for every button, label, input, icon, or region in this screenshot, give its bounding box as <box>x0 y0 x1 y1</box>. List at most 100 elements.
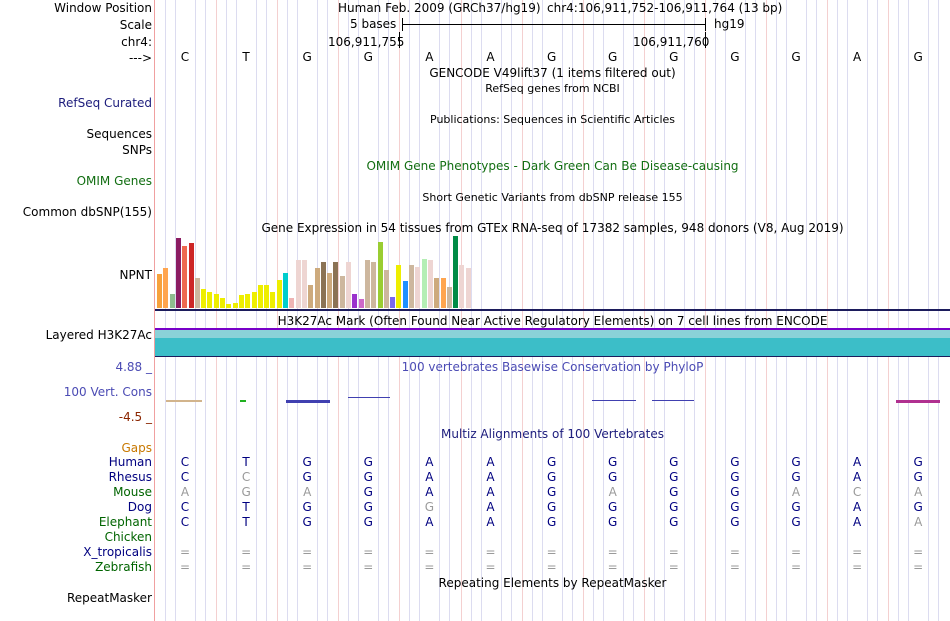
gtex-tissue-bar[interactable] <box>384 269 389 308</box>
gtex-tissue-bar[interactable] <box>182 246 187 308</box>
gtex-tissue-bar[interactable] <box>396 264 401 308</box>
gtex-tissue-bar[interactable] <box>239 295 244 308</box>
gtex-tissue-bar[interactable] <box>352 293 357 308</box>
gtex-expression-chart[interactable] <box>155 236 555 308</box>
gtex-tissue-bar[interactable] <box>252 292 257 308</box>
window-position-label: Window Position <box>54 1 152 15</box>
gtex-tissue-bar[interactable] <box>277 279 282 308</box>
gtex-tissue-bar[interactable] <box>220 297 225 308</box>
species-label-human[interactable]: Human <box>108 455 152 469</box>
h3k27ac-signal-light[interactable] <box>155 330 950 338</box>
gtex-tissue-bar[interactable] <box>365 259 370 308</box>
gtex-tissue-bar[interactable] <box>283 273 288 308</box>
alignment-base: A <box>425 455 434 469</box>
species-label-rhesus[interactable]: Rhesus <box>108 470 152 484</box>
gtex-tissue-bar[interactable] <box>333 261 338 308</box>
gtex-tissue-bar[interactable] <box>157 274 162 308</box>
refseq-track-desc[interactable]: RefSeq genes from NCBI <box>485 82 620 95</box>
gtex-tissue-bar[interactable] <box>422 259 427 308</box>
gtex-tissue-bar[interactable] <box>189 243 194 308</box>
gtex-tissue-bar[interactable] <box>195 277 200 308</box>
gtex-tissue-bar[interactable] <box>371 261 376 308</box>
gaps-label[interactable]: Gaps <box>121 441 152 455</box>
phylop-max-label: 4.88 _ <box>115 360 152 374</box>
alignment-base: A <box>425 485 434 499</box>
gtex-tissue-bar[interactable] <box>403 280 408 308</box>
refseq-track-label[interactable]: RefSeq Curated <box>58 96 152 110</box>
gtex-tissue-bar[interactable] <box>459 264 464 308</box>
gtex-tissue-bar[interactable] <box>447 287 452 308</box>
gtex-tissue-bar[interactable] <box>289 297 294 308</box>
gtex-tissue-bar[interactable] <box>415 266 420 308</box>
sequences-track-label[interactable]: Sequences <box>86 127 152 141</box>
species-label-dog[interactable]: Dog <box>127 500 152 514</box>
alignment-base: C <box>180 500 190 514</box>
gtex-tissue-bar[interactable] <box>226 304 231 308</box>
gtex-tissue-bar[interactable] <box>233 302 238 308</box>
gtex-tissue-bar[interactable] <box>453 236 458 308</box>
species-label-x_tropicalis[interactable]: X_tropicalis <box>83 545 152 559</box>
h3k27ac-track-title[interactable]: H3K27Ac Mark (Often Found Near Active Re… <box>277 314 828 328</box>
gtex-tissue-bar[interactable] <box>409 264 414 308</box>
gtex-tissue-bar[interactable] <box>428 259 433 308</box>
gtex-tissue-bar[interactable] <box>378 241 383 308</box>
gtex-tissue-bar[interactable] <box>340 276 345 308</box>
gtex-tissue-bar[interactable] <box>245 294 250 308</box>
alignment-base: = <box>546 560 557 574</box>
gtex-tissue-bar[interactable] <box>170 293 175 308</box>
gtex-tissue-bar[interactable] <box>434 277 439 308</box>
alignment-base: G <box>546 515 557 529</box>
multiz-track-title[interactable]: Multiz Alignments of 100 Vertebrates <box>440 427 665 441</box>
alignment-base: G <box>546 455 557 469</box>
phylop-track-title[interactable]: 100 vertebrates Basewise Conservation by… <box>401 360 704 374</box>
omim-track-label[interactable]: OMIM Genes <box>76 174 152 188</box>
h3k27ac-track-label[interactable]: Layered H3K27Ac <box>45 328 152 342</box>
omim-track-title[interactable]: OMIM Gene Phenotypes - Dark Green Can Be… <box>366 159 739 173</box>
gtex-tissue-bar[interactable] <box>315 267 320 308</box>
gtex-tissue-bar[interactable] <box>466 267 471 308</box>
alignment-base: = <box>179 545 191 559</box>
publications-track-desc[interactable]: Publications: Sequences in Scientific Ar… <box>430 113 675 126</box>
dbsnp-track-label[interactable]: Common dbSNP(155) <box>22 205 152 219</box>
gtex-tissue-bar[interactable] <box>176 238 181 308</box>
coord-left: 106,911,755 <box>328 35 405 49</box>
gtex-tissue-bar[interactable] <box>308 284 313 308</box>
gtex-tissue-bar[interactable] <box>441 277 446 308</box>
gtex-track-title[interactable]: Gene Expression in 54 tissues from GTEx … <box>261 221 844 235</box>
gtex-tissue-bar[interactable] <box>302 259 307 308</box>
gencode-track-title[interactable]: GENCODE V49lift37 (1 items filtered out) <box>429 66 676 80</box>
alignment-base: A <box>914 515 923 529</box>
repeatmasker-track-label[interactable]: RepeatMasker <box>66 591 152 605</box>
gtex-tissue-bar[interactable] <box>359 299 364 308</box>
alignment-base: = <box>852 560 863 574</box>
alignment-base: G <box>730 515 740 529</box>
gtex-tissue-bar[interactable] <box>327 273 332 308</box>
species-label-elephant[interactable]: Elephant <box>98 515 152 529</box>
alignment-base: G <box>669 470 679 484</box>
dbsnp-track-desc[interactable]: Short Genetic Variants from dbSNP releas… <box>422 191 683 204</box>
h3k27ac-signal[interactable] <box>155 338 950 356</box>
species-label-zebrafish[interactable]: Zebrafish <box>95 560 152 574</box>
gtex-tissue-bar[interactable] <box>214 293 219 308</box>
alignment-base: = <box>363 545 374 559</box>
gtex-tissue-bar[interactable] <box>258 284 263 308</box>
alignment-base: = <box>729 545 740 559</box>
base-letter: A <box>852 50 862 64</box>
repeatmasker-track-title[interactable]: Repeating Elements by RepeatMasker <box>438 576 667 590</box>
phylop-track-label[interactable]: 100 Vert. Cons <box>63 385 152 399</box>
gtex-tissue-bar[interactable] <box>270 292 275 308</box>
species-label-chicken[interactable]: Chicken <box>104 530 152 544</box>
gtex-tissue-bar[interactable] <box>163 268 168 308</box>
gtex-tissue-bar[interactable] <box>390 297 395 308</box>
gtex-gene-label[interactable]: NPNT <box>119 268 152 282</box>
gtex-tissue-bar[interactable] <box>296 259 301 308</box>
gtex-tissue-bar[interactable] <box>207 292 212 308</box>
gtex-tissue-bar[interactable] <box>201 289 206 308</box>
gtex-tissue-bar[interactable] <box>346 261 351 308</box>
snps-track-label[interactable]: SNPs <box>122 143 152 157</box>
species-label-mouse[interactable]: Mouse <box>113 485 152 499</box>
base-letter: C <box>180 50 190 64</box>
gtex-tissue-bar[interactable] <box>321 261 326 308</box>
alignment-base: G <box>669 500 679 514</box>
gtex-tissue-bar[interactable] <box>264 284 269 308</box>
